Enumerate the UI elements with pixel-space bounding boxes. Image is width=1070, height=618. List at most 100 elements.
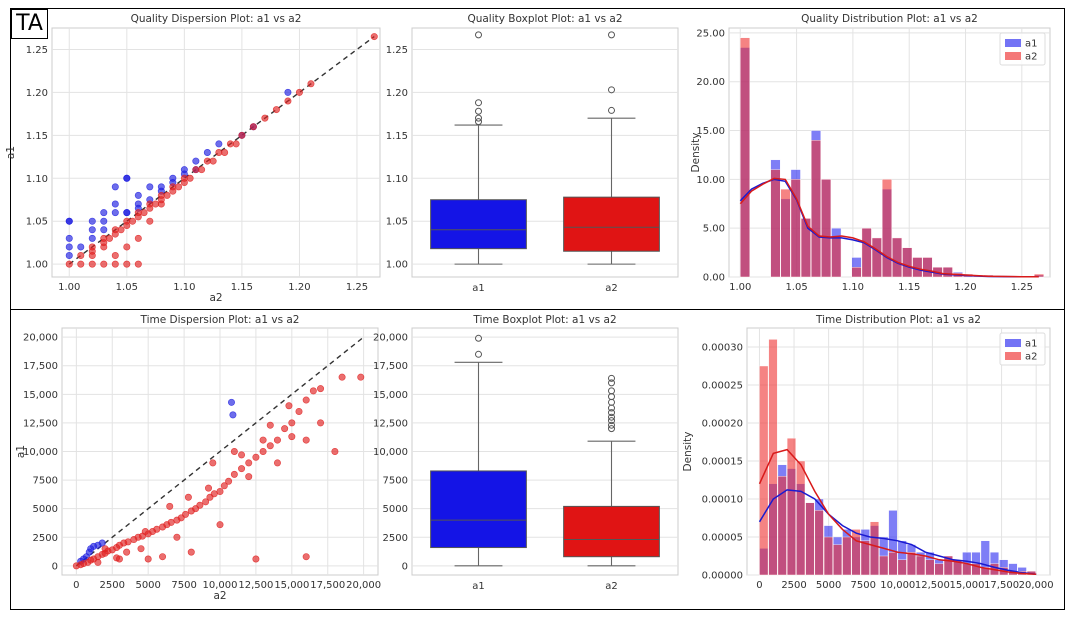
x-tick-label: 5000 — [816, 580, 841, 591]
legend-label-a2: a2 — [1025, 352, 1038, 363]
outlier-point — [608, 31, 615, 39]
scatter-point — [166, 502, 174, 510]
scatter-point — [77, 243, 85, 251]
hist-bar-a2 — [860, 540, 870, 576]
hist-bar-a2 — [871, 237, 882, 278]
scatter-point — [238, 451, 246, 459]
y-axis-label: a1 — [15, 445, 27, 458]
scatter-point — [215, 149, 223, 157]
y-tick-label: 1.05 — [26, 217, 48, 228]
hist-bar-a2 — [879, 555, 889, 576]
scatter-point — [65, 217, 73, 225]
scatter-point — [232, 140, 240, 148]
scatter-point — [249, 123, 257, 131]
scatter-point — [88, 234, 96, 242]
hist-bar-a2 — [881, 179, 892, 278]
scatter-point — [134, 213, 142, 221]
legend-box — [999, 332, 1046, 366]
scatter-point — [230, 447, 238, 455]
hist-bar-a2 — [925, 559, 935, 576]
y-tick-label: 15,000 — [373, 390, 408, 401]
legend-swatch-a1 — [1005, 339, 1021, 347]
scatter-point — [245, 473, 253, 481]
kde-line-a2 — [758, 448, 1037, 575]
scatter-point — [152, 200, 160, 208]
y-tick-label: 0.00005 — [702, 533, 743, 544]
y-tick-label: 1.15 — [26, 131, 48, 142]
hist-bar-a2 — [934, 563, 944, 576]
row-divider — [10, 309, 1065, 310]
legend-swatch-a1 — [1005, 39, 1021, 47]
chart-title: Time Dispersion Plot: a1 vs a2 — [139, 314, 299, 326]
scatter-point — [273, 436, 281, 444]
scatter-point — [153, 525, 161, 533]
scatter-point — [220, 482, 228, 490]
y-tick-label: 2500 — [383, 533, 408, 544]
y-tick-label: 7500 — [383, 476, 408, 487]
scatter-point — [100, 226, 108, 234]
outlier-point — [608, 387, 615, 395]
y-tick-label: 17,500 — [373, 361, 408, 372]
scatter-point — [85, 548, 93, 556]
scatter-point — [198, 166, 206, 174]
y-tick-label: 20,000 — [373, 333, 408, 344]
legend-label-a1: a1 — [1025, 39, 1038, 50]
scatter-point — [216, 488, 224, 496]
x-tick-label: 20,000 — [346, 580, 381, 591]
y-tick-label: 0 — [52, 561, 58, 572]
scatter-point — [88, 260, 96, 268]
hist-bar-a2 — [842, 536, 852, 576]
chart-title: Time Distribution Plot: a1 vs a2 — [815, 314, 981, 326]
y-tick-label: 1.15 — [386, 131, 408, 142]
scatter-point — [101, 545, 109, 553]
scatter-point — [88, 217, 96, 225]
x-tick-label: a2 — [605, 581, 618, 592]
outlier-point — [475, 107, 482, 115]
hist-bar-a2 — [777, 476, 787, 576]
y-tick-label: 0.00000 — [702, 571, 743, 582]
x-tick-label: 15,000 — [274, 580, 309, 591]
scatter-point — [202, 498, 210, 506]
chart-panel-4 — [61, 327, 379, 576]
scatter-point — [65, 234, 73, 242]
scatter-point — [129, 217, 137, 225]
y-tick-label: 1.10 — [26, 174, 48, 185]
reference-line — [75, 336, 365, 567]
scatter-point — [65, 260, 73, 268]
y-tick-label: 10,000 — [23, 447, 58, 458]
scatter-point — [210, 490, 218, 498]
scatter-point — [65, 252, 73, 260]
scatter-point — [209, 157, 217, 165]
y-tick-label: 20,000 — [23, 333, 58, 344]
x-tick-label: 0 — [73, 580, 79, 591]
legend-swatch-a2 — [1005, 352, 1021, 360]
y-tick-label: 1.00 — [386, 260, 408, 271]
scatter-point — [266, 421, 274, 429]
x-tick-label: 2500 — [100, 580, 125, 591]
hist-bar-a2 — [833, 544, 843, 576]
hist-bar-a2 — [869, 521, 880, 576]
scatter-point — [203, 157, 211, 165]
hist-bar-a2 — [888, 552, 898, 576]
y-tick-label: 1.05 — [386, 217, 408, 228]
chart-title: Quality Dispersion Plot: a1 vs a2 — [131, 13, 302, 25]
x-axis-label: a2 — [209, 292, 222, 304]
y-tick-label: 1.25 — [26, 45, 48, 56]
scatter-point — [100, 209, 108, 217]
x-tick-label: 17,500 — [310, 580, 345, 591]
scatter-point — [288, 433, 296, 441]
scatter-point — [146, 217, 154, 225]
scatter-point — [357, 373, 365, 381]
kde-line-a2 — [739, 177, 1039, 278]
scatter-point — [187, 548, 195, 556]
scatter-point — [225, 477, 233, 485]
reference-line — [68, 36, 375, 265]
scatter-point — [169, 187, 177, 195]
x-tick-label: 10,000 — [880, 580, 915, 591]
scatter-point — [144, 555, 152, 563]
box-a2 — [563, 505, 660, 558]
y-tick-label: 1.00 — [26, 260, 48, 271]
scatter-point — [259, 436, 267, 444]
hist-bar-a2 — [768, 339, 778, 576]
legend-label-a1: a1 — [1025, 339, 1038, 350]
